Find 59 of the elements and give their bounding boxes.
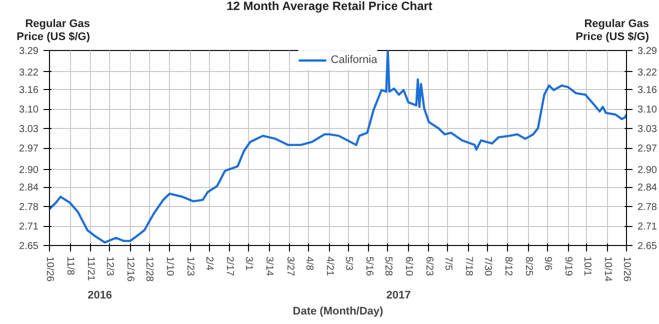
y-tick-label: 3.16	[19, 85, 39, 96]
y-tick-label: 3.10	[19, 104, 39, 116]
y-tick-label: 3.03	[19, 124, 39, 135]
y2-tick-label: 3.22	[638, 67, 658, 78]
y2-axis-title: Regular Gas Price (US $/G)	[576, 18, 649, 44]
x-tick-label: 1/23	[184, 256, 196, 276]
y2-tick-label: 2.84	[638, 182, 658, 194]
x-tick-label: 8/25	[522, 256, 534, 276]
x-tick-label: 12/28	[144, 256, 155, 282]
x-tick-label: 10/26	[621, 256, 632, 282]
x-tick-label: 9/19	[562, 256, 574, 276]
x-tick-label: 8/12	[502, 256, 514, 276]
x-tick-label: 6/10	[402, 256, 414, 276]
y-tick-label: 2.65	[19, 241, 39, 252]
x-tick-label: 3/1	[243, 256, 254, 271]
y-tick-label: 2.71	[19, 222, 39, 232]
y2-tick-label: 2.71	[638, 222, 658, 232]
y-tick-label: 3.22	[19, 67, 39, 78]
x-tick-label: 2/17	[224, 256, 236, 276]
y-tick-label: 3.29	[19, 46, 39, 57]
y2-tick-label: 3.16	[638, 85, 658, 96]
text: 2017	[386, 290, 411, 302]
x-tick-label: 10/14	[602, 256, 614, 282]
x-tick-label: 12/16	[124, 256, 136, 282]
x-tick-label: 4/8	[303, 256, 314, 271]
y-tick-label: 2.97	[19, 144, 39, 154]
x-tick-label: 6/23	[423, 256, 434, 276]
y2-tick-label: 2.78	[638, 202, 658, 213]
y2-tick-label: 3.29	[638, 46, 658, 57]
y2-tick-label: 3.10	[638, 104, 658, 116]
x-tick-label: 12/3	[104, 256, 116, 276]
x-tick-label: 10/1	[581, 256, 592, 276]
x-tick-label: 10/26	[44, 256, 55, 282]
x-tick-label: 2/4	[204, 256, 215, 271]
x-axis-title: Date (Month/Day)	[292, 306, 384, 318]
y2-tick-label: 3.03	[638, 124, 658, 135]
x-tick-label: 3/14	[264, 256, 275, 276]
y2-tick-label: 2.90	[638, 164, 658, 176]
x-tick-label: 7/30	[482, 256, 493, 276]
x-tick-label: 7/5	[442, 256, 454, 271]
y2-tick-label: 2.65	[638, 241, 658, 252]
x-tick-label: 7/18	[462, 256, 474, 276]
y2-tick-label: 2.97	[638, 144, 658, 154]
y-axis-title: Regular Gas Price (US $/G)	[16, 18, 90, 44]
x-tick-label: 5/16	[363, 256, 374, 276]
y-tick-label: 2.90	[19, 164, 39, 176]
x-tick-label: 1/10	[164, 256, 176, 276]
x-tick-label: 3/27	[284, 256, 296, 276]
y-tick-label: 2.78	[19, 202, 39, 213]
x-tick-label: 5/3	[342, 256, 354, 271]
legend-label: California	[330, 54, 378, 66]
x-tick-label: 11/8	[64, 256, 76, 276]
x-tick-label: 5/28	[382, 256, 394, 276]
text: 2016	[88, 290, 112, 302]
y-tick-label: 2.84	[19, 182, 39, 194]
x-tick-label: 4/21	[324, 256, 335, 276]
x-tick-label: 9/6	[542, 256, 553, 271]
chart-title: 12 Month Average Retail Price Chart	[226, 0, 432, 13]
x-tick-label: 11/21	[85, 256, 96, 282]
